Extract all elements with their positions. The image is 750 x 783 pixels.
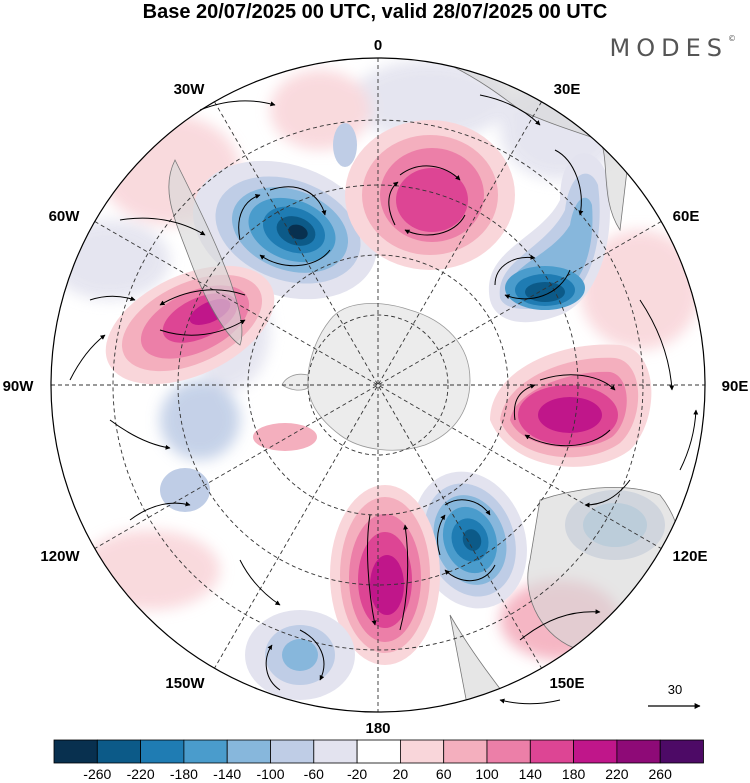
colorbar-tick-label: -260: [83, 766, 111, 782]
colorbar-tick-label: 60: [436, 766, 452, 782]
colorbar-swatch: [96, 739, 142, 764]
positive-anomaly-90e: [490, 344, 652, 467]
colorbar-swatch: [529, 739, 574, 764]
colorbar-tick-label: -180: [170, 766, 198, 782]
colorbar-tick-label: -20: [347, 766, 367, 782]
colorbar-swatch: [53, 739, 98, 764]
colorbar-tick-label: 140: [519, 766, 543, 782]
south-america: [168, 159, 243, 346]
colorbar-tick-label: -100: [256, 766, 284, 782]
colorbar-tick-label: -60: [304, 766, 324, 782]
map-border: [50, 57, 706, 713]
colorbar-swatch: [443, 739, 488, 764]
chart-title: Base 20/07/2025 00 UTC, valid 28/07/2025…: [142, 1, 608, 23]
colorbar-swatch: [356, 739, 401, 764]
small-positive-anomaly: [253, 423, 317, 451]
reference-vector-label: 30: [668, 682, 682, 697]
colorbar-swatch: [183, 739, 228, 764]
colorbar-swatch: [486, 739, 531, 764]
colorbar-swatch: [313, 739, 358, 764]
colorbar-tick-label: -140: [213, 766, 241, 782]
colorbar: -260 -220 -180 -140 -100 -60 -20 20 60 100 140 180 2…: [53, 739, 704, 782]
colorbar-swatch: [140, 739, 185, 764]
lon-label-150w: 150W: [165, 675, 205, 692]
colorbar-tick-label: 20: [393, 766, 409, 782]
positive-anomaly-0: [345, 120, 515, 270]
colorbar-swatch: [399, 739, 445, 764]
new-zealand: [449, 614, 526, 712]
negative-anomaly-130e: [413, 471, 527, 609]
lon-label-150e: 150E: [549, 675, 584, 692]
lon-label-30w: 30W: [174, 81, 206, 98]
lon-label-90w: 90W: [3, 378, 35, 395]
colorbar-tick-label: 260: [649, 766, 673, 782]
colorbar-swatch: [226, 739, 271, 764]
copyright-mark: ©: [728, 34, 736, 43]
lon-label-60w: 60W: [49, 208, 81, 225]
reference-vector: 30: [648, 682, 701, 709]
negative-anomaly-60w: [193, 160, 377, 300]
lon-label-90e: 90E: [722, 378, 749, 395]
australia: [527, 487, 685, 653]
colorbar-tick-label: 100: [475, 766, 499, 782]
graticule: [51, 58, 705, 712]
colorbar-tick-label: 180: [562, 766, 586, 782]
lon-label-0: 0: [374, 37, 382, 54]
brand-name: MODES: [609, 34, 728, 62]
colorbar-swatch: [616, 739, 661, 764]
colorbar-tick-label: 220: [605, 766, 629, 782]
colorbar-tick-label: -220: [127, 766, 155, 782]
positive-anomaly-165e: [330, 485, 440, 665]
modes-logo: MODES©: [610, 34, 736, 62]
lon-label-120w: 120W: [40, 548, 80, 565]
lon-label-30e: 30E: [554, 81, 581, 98]
colorbar-swatch: [659, 739, 704, 764]
lon-label-60e: 60E: [673, 208, 700, 225]
colorbar-swatch: [573, 739, 618, 764]
lon-label-120e: 120E: [672, 548, 707, 565]
lon-label-180: 180: [365, 720, 390, 737]
colorbar-swatch: [270, 739, 315, 764]
wind-vectors: [69, 94, 699, 705]
negative-anomaly-140w: [160, 123, 357, 700]
